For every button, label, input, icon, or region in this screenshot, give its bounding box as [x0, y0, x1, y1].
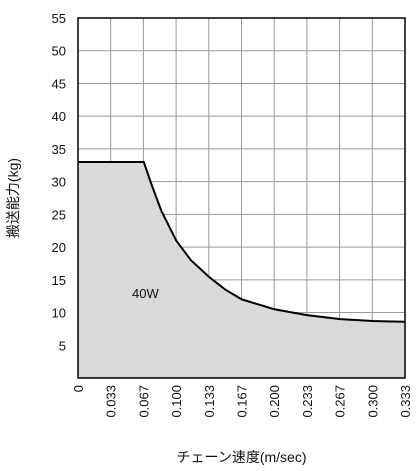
series-annotation: 40W: [132, 286, 159, 301]
annotations: 40W: [132, 286, 159, 301]
y-tick-label: 20: [52, 240, 66, 255]
x-tick-label: 0.300: [365, 385, 380, 418]
x-tick-label: 0: [71, 385, 86, 392]
x-tick-label: 0.200: [267, 385, 282, 418]
y-tick-label: 5: [59, 338, 66, 353]
y-tick-label: 15: [52, 273, 66, 288]
y-tick-label: 10: [52, 306, 66, 321]
y-tick-label: 35: [52, 142, 66, 157]
axis-labels: チェーン速度(m/sec) 搬送能力(kg): [5, 158, 306, 465]
series: [78, 161, 406, 378]
x-tick-label: 0.167: [235, 385, 250, 418]
series-area: [78, 162, 405, 378]
x-tick-label: 0.067: [136, 385, 151, 418]
x-tick-label: 0.100: [169, 385, 184, 418]
x-tick-label: 0.267: [333, 385, 348, 418]
y-axis-label: 搬送能力(kg): [5, 158, 21, 238]
y-tick-label: 40: [52, 109, 66, 124]
y-tick-label: 45: [52, 76, 66, 91]
y-tick-label: 25: [52, 207, 66, 222]
series-line: [78, 161, 406, 323]
x-tick-label: 0.333: [398, 385, 413, 418]
y-tick-label: 50: [52, 44, 66, 59]
y-tick-label: 30: [52, 175, 66, 190]
y-tick-label: 55: [52, 11, 66, 26]
tick-labels: 5 10 15 20 25 30 35 40 45 50 55 0 0.033 0.067 0.100 0.1…: [52, 11, 413, 418]
plot-frame: [77, 17, 406, 379]
x-tick-label: 0.233: [300, 385, 315, 418]
x-tick-label: 0.133: [202, 385, 217, 418]
x-axis-label: チェーン速度(m/sec): [177, 449, 307, 465]
x-tick-label: 0.033: [104, 385, 119, 418]
